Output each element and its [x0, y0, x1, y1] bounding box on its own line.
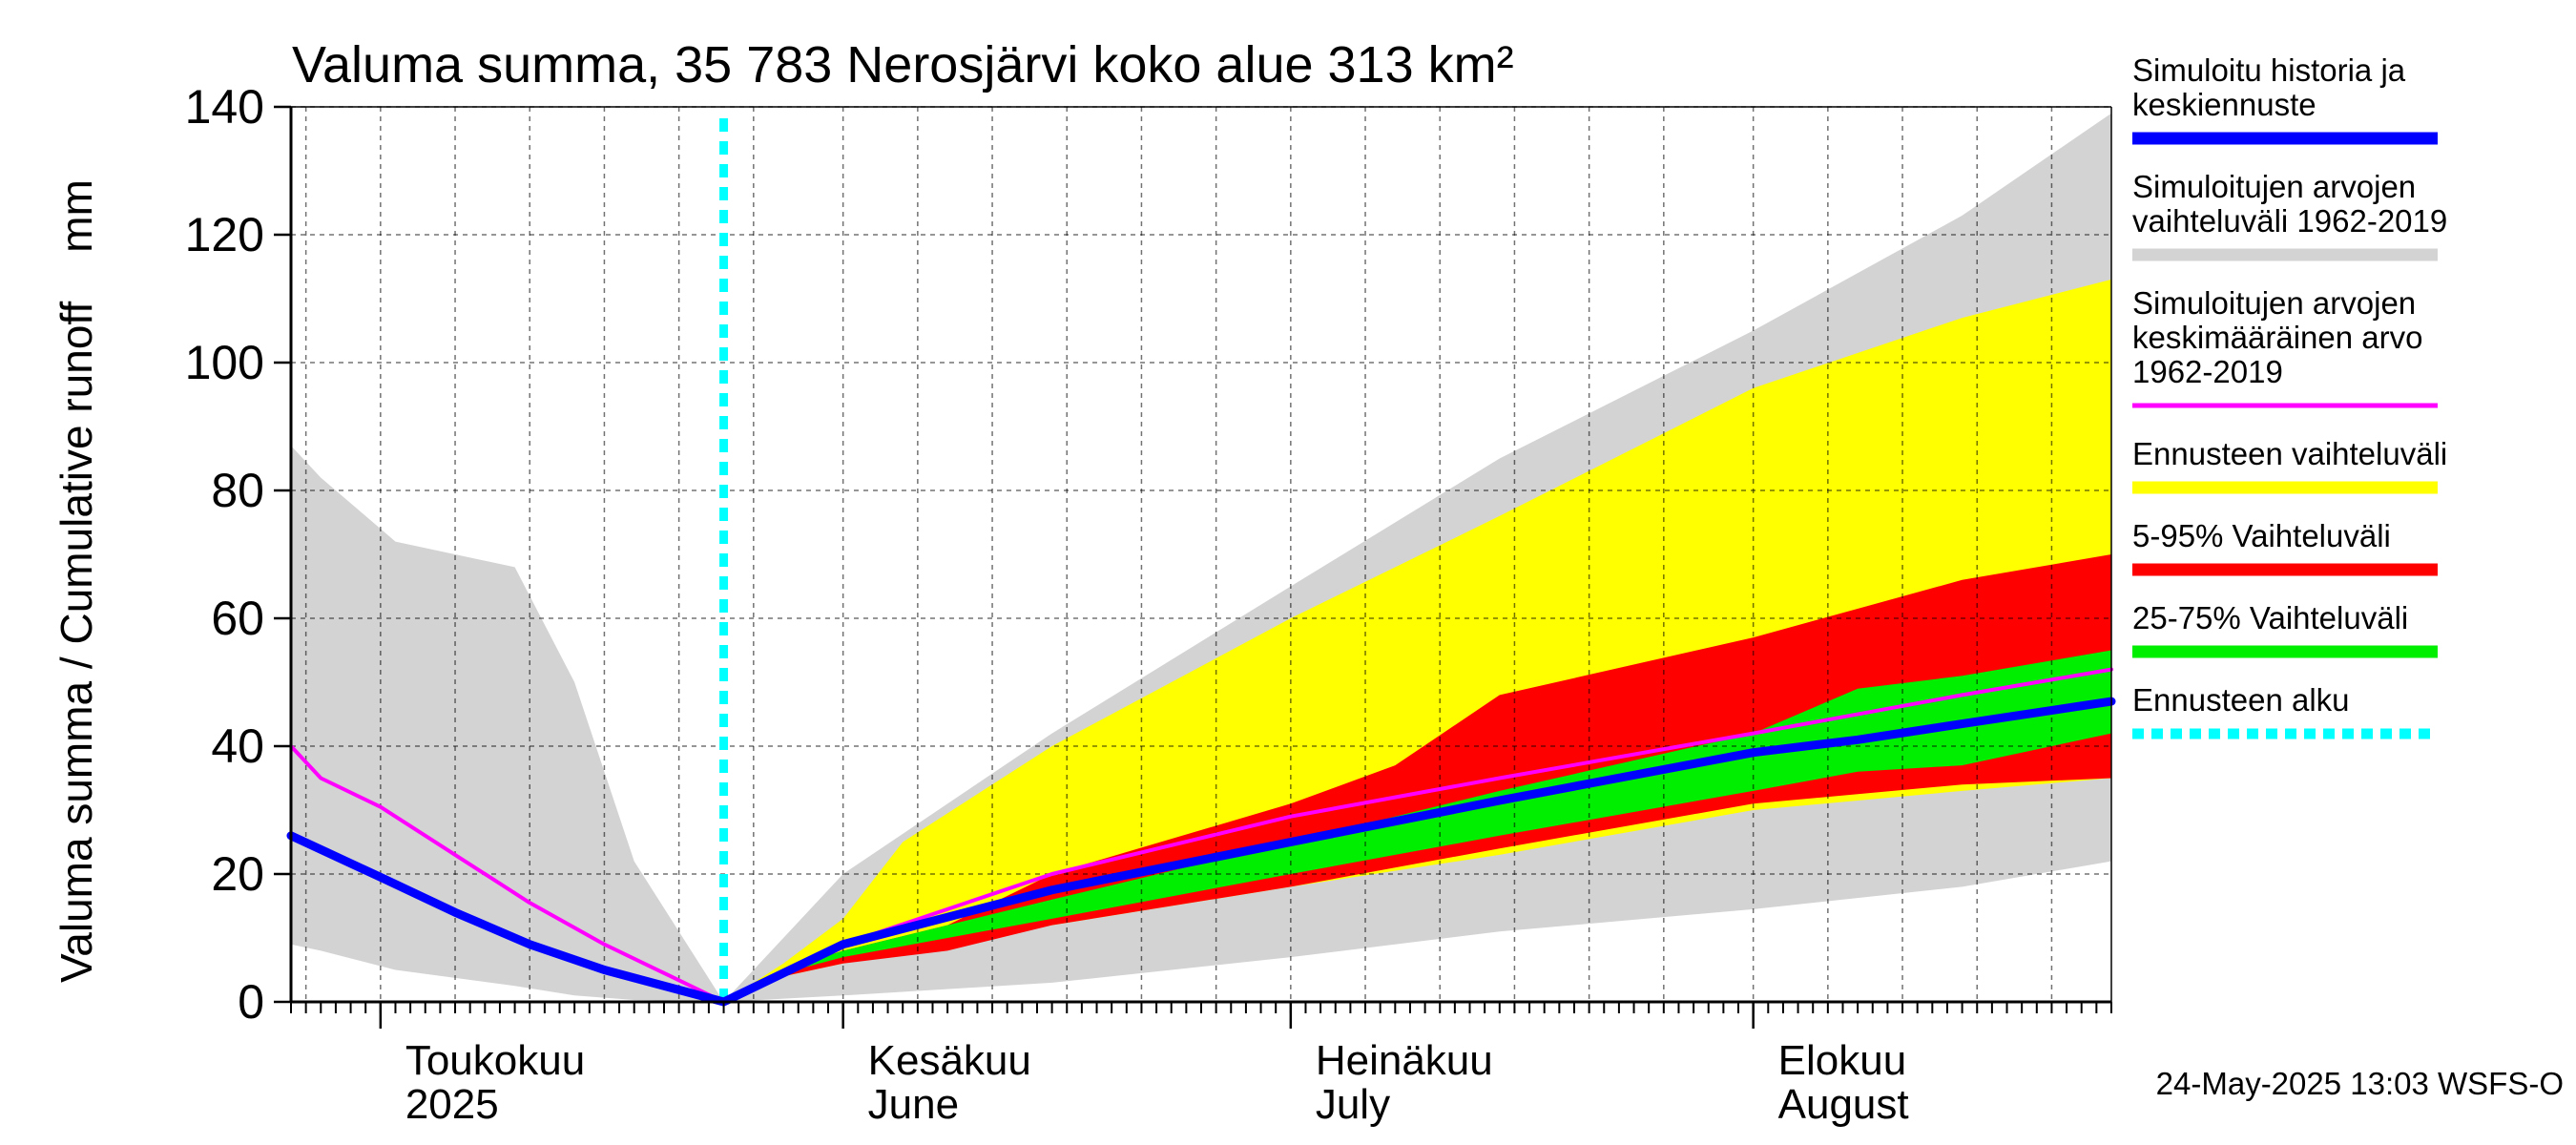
legend-label: vaihteluväli 1962-2019: [2132, 203, 2447, 239]
y-tick-label: 120: [185, 208, 264, 261]
y-tick-label: 20: [211, 847, 264, 901]
x-month-label: Elokuu: [1778, 1037, 1907, 1084]
x-year-label: August: [1778, 1081, 1909, 1128]
band-00ee00: [723, 650, 2111, 1002]
legend-item: 25-75% Vaihteluväli: [2132, 600, 2438, 658]
legend-label: Ennusteen alku: [2132, 682, 2350, 718]
legend-label: 5-95% Vaihteluväli: [2132, 518, 2391, 553]
legend-label: Ennusteen vaihteluväli: [2132, 436, 2447, 471]
legend-label: keskimääräinen arvo: [2132, 320, 2422, 355]
legend-label: 25-75% Vaihteluväli: [2132, 600, 2408, 635]
y-axis-label: Valuma summa / Cumulative runoff mm: [52, 179, 101, 983]
x-month-label: Toukokuu: [405, 1037, 585, 1084]
legend-label: keskiennuste: [2132, 87, 2316, 122]
x-year-label: 2025: [405, 1081, 499, 1128]
legend-label: Simuloitujen arvojen: [2132, 285, 2416, 321]
y-tick-label: 60: [211, 592, 264, 645]
chart-title: Valuma summa, 35 783 Nerosjärvi koko alu…: [292, 36, 1514, 94]
legend-item: Ennusteen vaihteluväli: [2132, 436, 2447, 494]
x-year-label: June: [868, 1081, 959, 1128]
band-ffff00: [723, 279, 2111, 1002]
legend-label: Simuloitu historia ja: [2132, 52, 2406, 88]
x-month-label: Heinäkuu: [1316, 1037, 1493, 1084]
y-tick-label: 140: [185, 80, 264, 134]
y-tick-label: 80: [211, 464, 264, 517]
timestamp-footer: 24-May-2025 13:03 WSFS-O: [2156, 1066, 2564, 1101]
legend-label: 1962-2019: [2132, 354, 2283, 389]
legend: Simuloitu historia jakeskiennusteSimuloi…: [2132, 52, 2447, 739]
legend-item: Ennusteen alku: [2132, 682, 2438, 739]
series-line-0000ff: [286, 697, 2116, 1007]
y-tick-label: 100: [185, 336, 264, 389]
legend-label: Simuloitujen arvojen: [2132, 169, 2416, 204]
y-tick-label: 0: [238, 975, 264, 1029]
x-year-label: July: [1316, 1081, 1390, 1128]
legend-item: 5-95% Vaihteluväli: [2132, 518, 2438, 576]
x-month-label: Kesäkuu: [868, 1037, 1031, 1084]
y-tick-label: 40: [211, 719, 264, 773]
data-bands: [291, 113, 2111, 1002]
